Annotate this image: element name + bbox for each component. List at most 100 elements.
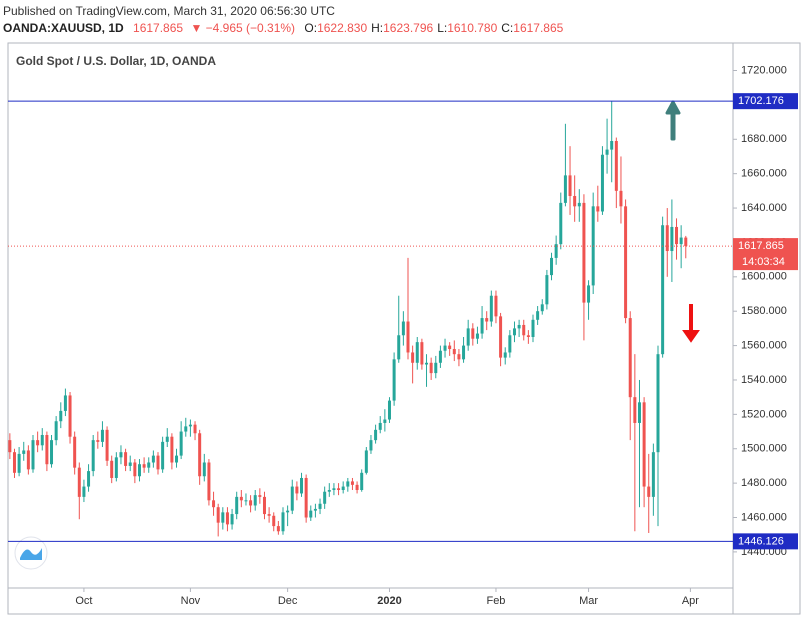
candle-body (258, 495, 262, 497)
candle-body (239, 496, 243, 501)
candle-body (26, 450, 30, 470)
candle-body (397, 335, 401, 360)
candle-body (309, 510, 313, 518)
candle-body (188, 424, 192, 427)
candle-body (170, 436, 174, 463)
candle-body (119, 452, 123, 458)
candle-body (480, 318, 484, 334)
ohlc-value: 1623.796 (383, 21, 433, 35)
candle-body (577, 202, 581, 207)
candle-body (355, 484, 359, 491)
candle-body (128, 462, 132, 466)
candle-body (184, 426, 188, 432)
marks (8, 101, 688, 537)
candle-body (434, 362, 438, 374)
candle-body (517, 324, 521, 329)
candle-body (304, 477, 308, 518)
y-tick-label: 1680.000 (741, 133, 787, 145)
candle-body (582, 202, 586, 303)
candle-body (462, 345, 466, 360)
candle-body (679, 237, 683, 245)
candle-body (54, 421, 58, 441)
candle-body (332, 488, 336, 491)
up-arrow (665, 100, 681, 141)
candle-body (82, 486, 86, 497)
candle-body (550, 257, 554, 276)
candle-body (300, 477, 304, 494)
candle-body (475, 333, 479, 339)
candle-body (165, 436, 169, 442)
candle-body (411, 352, 415, 363)
candle-body (448, 345, 452, 350)
candle-body (77, 467, 81, 497)
candle-body (429, 362, 433, 374)
price-label: 1702.176 (738, 95, 784, 107)
candle-body (290, 486, 294, 511)
y-tick-label: 1480.000 (741, 477, 787, 489)
candle-body (253, 495, 257, 506)
candle-body (587, 285, 591, 303)
candle-body (96, 440, 100, 442)
candle-body (415, 342, 419, 363)
price-change: ▼ −4.965 (−0.31%) (190, 21, 295, 35)
candle-body (212, 500, 216, 508)
candle-body (573, 196, 577, 207)
candle-body (244, 500, 248, 502)
candle-body (614, 140, 618, 191)
candle-body (642, 402, 646, 487)
y-tick-label: 1460.000 (741, 511, 787, 523)
logo (14, 536, 48, 570)
candle-body (466, 328, 470, 346)
candle-body (124, 452, 128, 466)
candle-body (337, 488, 341, 491)
candle-body (272, 515, 276, 527)
candle-body (670, 226, 674, 252)
candle-body (684, 237, 688, 247)
x-tick-label: Dec (278, 595, 298, 607)
ohlc-value: 1610.780 (447, 21, 497, 35)
published-note: Published on TradingView.com, March 31, … (3, 4, 335, 18)
price-label-bg (733, 93, 798, 110)
candle-body (156, 455, 160, 470)
candle-body (364, 450, 368, 473)
candle-body (341, 486, 345, 491)
candle-body (202, 462, 206, 477)
candle-body (512, 328, 516, 336)
ohlc-key: L: (437, 21, 447, 35)
candle-body (628, 318, 632, 398)
candle-body (545, 275, 549, 305)
candle-body (68, 395, 72, 437)
candle-body (346, 481, 350, 487)
candle-body (536, 311, 540, 320)
x-tick-label: Oct (75, 595, 92, 607)
candle-body (425, 362, 429, 365)
candle-body (87, 471, 91, 487)
candle-body (193, 424, 197, 434)
candle-body (401, 321, 405, 336)
y-tick-label: 1640.000 (741, 202, 787, 214)
candle-body (8, 440, 12, 453)
candle-body (457, 354, 461, 360)
candle-body (554, 244, 558, 258)
candle-body (91, 440, 95, 472)
y-tick-label: 1720.000 (741, 64, 787, 76)
x-tick-label: Mar (579, 595, 598, 607)
candle-body (36, 440, 40, 446)
candle-body (369, 440, 373, 451)
candle-body (485, 318, 489, 322)
candle-body (661, 225, 665, 355)
candle-body (392, 359, 396, 401)
ohlc-key: O: (304, 21, 317, 35)
candle-body (40, 434, 44, 446)
candle-body (522, 324, 526, 336)
candle-body (559, 202, 563, 245)
y-tick-label: 1520.000 (741, 408, 787, 420)
candle-body (267, 514, 271, 516)
candle-body (508, 335, 512, 353)
candle-body (142, 464, 146, 468)
time-scale-frame (7, 587, 734, 615)
ohlc-value: 1617.865 (513, 21, 563, 35)
candle-body (651, 452, 655, 497)
candle-body (230, 514, 234, 525)
